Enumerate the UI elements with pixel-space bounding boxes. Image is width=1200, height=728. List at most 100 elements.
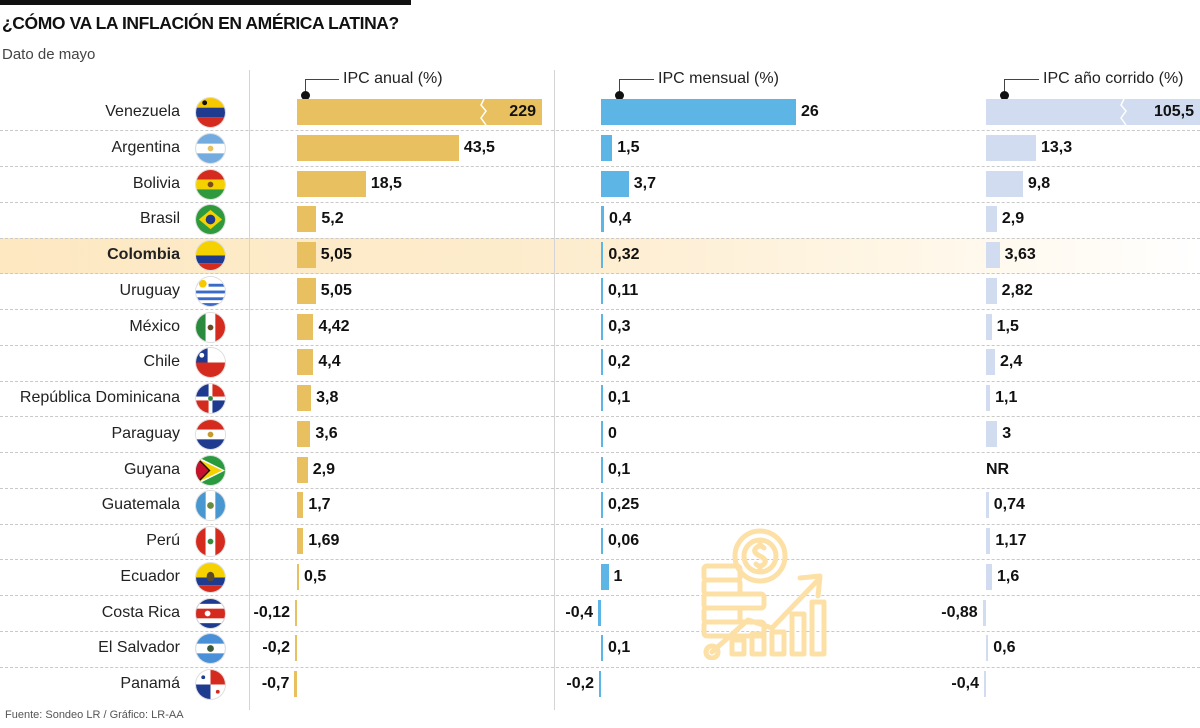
- value-label-monthly: 0,06: [608, 532, 640, 549]
- flag-paraguay-icon: [196, 419, 225, 449]
- value-label-annual: -0,7: [261, 675, 290, 692]
- row-separator: [0, 595, 1200, 596]
- flag-uruguay-icon: [196, 276, 225, 306]
- flag-ecuador-icon: [196, 562, 225, 592]
- value-label-monthly: 0,32: [608, 246, 640, 263]
- title-rule: [0, 0, 411, 5]
- row-separator: [0, 130, 1200, 132]
- bar-annual: [297, 528, 304, 554]
- value-label-ytd: 13,3: [1041, 138, 1073, 156]
- value-label-annual: 5,05: [320, 281, 352, 299]
- bar-annual: [297, 170, 366, 197]
- header-dot-marker: [1000, 91, 1009, 100]
- flag-chile-icon: [196, 348, 225, 378]
- value-label-annual: 229: [509, 103, 536, 120]
- bar-annual: [297, 99, 542, 125]
- flag-costa-rica-icon: [196, 598, 225, 628]
- bar-annual: [297, 206, 317, 233]
- value-label-monthly: -0,4: [565, 603, 593, 621]
- bar-ytd: [982, 599, 986, 626]
- header-leader-line: [305, 79, 306, 93]
- value-label-annual: 4,42: [318, 317, 350, 335]
- bar-ytd: [986, 528, 991, 554]
- value-label-annual: 5,2: [321, 210, 344, 228]
- flag-brazil-icon: [196, 205, 225, 235]
- country-label: Uruguay: [119, 281, 180, 299]
- bar-annual: [297, 277, 316, 304]
- row-separator: [0, 309, 1200, 310]
- bar-ytd: [986, 635, 989, 662]
- value-label-annual: 3,6: [315, 424, 338, 442]
- row-separator: [0, 237, 1200, 239]
- value-label-ytd: 9,8: [1027, 174, 1051, 192]
- flag-guatemala-icon: [196, 491, 225, 521]
- bar-annual: [297, 563, 299, 590]
- value-label-monthly: 0,1: [608, 460, 631, 478]
- value-label-ytd: NR: [986, 460, 1010, 478]
- country-label: Chile: [143, 353, 180, 371]
- chart-subtitle: Dato de mayo: [2, 46, 96, 63]
- value-label-monthly: 0,1: [608, 389, 631, 406]
- bar-ytd: [986, 563, 993, 590]
- country-label: Argentina: [111, 138, 181, 156]
- bar-ytd: [986, 492, 989, 519]
- header-leader-line: [619, 79, 654, 80]
- row-separator: [0, 344, 1200, 346]
- country-label: Costa Rica: [101, 603, 180, 621]
- bar-annual: [295, 635, 297, 662]
- bar-ytd: [984, 671, 986, 697]
- flag-venezuela-icon: [196, 98, 225, 127]
- country-label: Bolivia: [132, 174, 180, 192]
- axis-break-marker: [480, 99, 487, 125]
- value-label-annual: 1,69: [308, 532, 340, 549]
- country-label: Perú: [146, 532, 180, 549]
- country-label: Panamá: [120, 675, 180, 692]
- bar-ytd: [986, 420, 998, 447]
- value-label-monthly: 3,7: [633, 174, 656, 192]
- bar-monthly: [601, 206, 604, 233]
- value-label-monthly: 0,11: [608, 281, 639, 299]
- flag-guyana-icon: [196, 455, 225, 485]
- bar-monthly: [599, 671, 601, 697]
- bar-annual: [297, 349, 314, 376]
- row-separator: [0, 523, 1200, 525]
- value-label-monthly: 0,4: [609, 210, 632, 228]
- value-label-ytd: 3: [1002, 424, 1012, 442]
- value-label-ytd: 2,4: [1000, 353, 1023, 371]
- bar-annual: [297, 313, 314, 340]
- flag-panama-icon: [196, 670, 225, 699]
- bar-monthly: [601, 99, 796, 125]
- row-separator: [0, 666, 1200, 668]
- country-label: Guatemala: [101, 496, 180, 514]
- flag-bolivia-icon: [196, 169, 225, 199]
- series-header-monthly: IPC mensual (%): [658, 70, 779, 87]
- series-header-annual: IPC anual (%): [343, 70, 443, 87]
- bar-monthly: [601, 313, 604, 340]
- value-label-annual: 0,5: [304, 567, 327, 585]
- axis-break-marker: [1120, 99, 1127, 125]
- bar-ytd: [986, 99, 1200, 125]
- header-leader-line: [1004, 79, 1039, 80]
- value-label-monthly: 1,5: [617, 138, 640, 156]
- value-label-ytd: 1,5: [996, 317, 1019, 335]
- bar-monthly: [601, 420, 603, 447]
- country-label: Ecuador: [120, 567, 180, 585]
- bar-annual: [297, 242, 316, 268]
- row-separator: [0, 166, 1200, 167]
- value-label-annual: 3,8: [316, 389, 339, 406]
- bar-monthly: [601, 349, 603, 376]
- value-label-annual: -0,12: [253, 603, 290, 621]
- value-label-annual: 43,5: [463, 138, 495, 156]
- value-label-monthly: 0,25: [608, 496, 640, 514]
- value-label-annual: 5,05: [320, 246, 352, 263]
- bar-monthly: [601, 385, 603, 411]
- bar-annual: [297, 134, 459, 161]
- value-label-ytd: 0,74: [993, 496, 1025, 514]
- value-label-annual: 1,7: [308, 496, 331, 514]
- bar-annual: [294, 671, 297, 697]
- bar-monthly: [601, 492, 603, 519]
- bar-annual: [297, 456, 308, 483]
- value-label-ytd: 3,63: [1004, 246, 1036, 263]
- bar-annual: [297, 492, 304, 519]
- row-separator: [0, 630, 1200, 632]
